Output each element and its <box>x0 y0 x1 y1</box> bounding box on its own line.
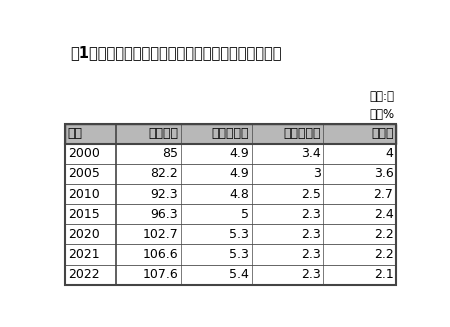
Text: 82.2: 82.2 <box>150 167 178 181</box>
Text: 4: 4 <box>386 147 393 160</box>
Text: 2.2: 2.2 <box>374 248 393 261</box>
Text: 2015: 2015 <box>68 208 99 221</box>
Text: 4.9: 4.9 <box>230 167 249 181</box>
Text: 4.8: 4.8 <box>230 188 249 200</box>
Text: 農林水産費: 農林水産費 <box>283 127 320 140</box>
Bar <box>65 265 396 285</box>
Bar <box>65 144 396 164</box>
Text: 2020: 2020 <box>68 228 99 241</box>
Text: 2005: 2005 <box>68 167 99 181</box>
Text: 85: 85 <box>162 147 178 160</box>
Text: 5.3: 5.3 <box>230 248 249 261</box>
Text: 2.3: 2.3 <box>301 228 320 241</box>
Text: 当初予算: 当初予算 <box>148 127 178 140</box>
Bar <box>65 124 396 144</box>
Text: 5.4: 5.4 <box>230 268 249 281</box>
Text: 2.3: 2.3 <box>301 248 320 261</box>
Text: 3.6: 3.6 <box>374 167 393 181</box>
Text: 2010: 2010 <box>68 188 99 200</box>
Text: 単位:兆: 単位:兆 <box>369 90 395 103</box>
Text: 102.7: 102.7 <box>142 228 178 241</box>
Text: 防衛関係費: 防衛関係費 <box>212 127 249 140</box>
Bar <box>65 245 396 265</box>
Bar <box>65 204 396 224</box>
Text: 同割合: 同割合 <box>371 127 393 140</box>
Bar <box>65 164 396 184</box>
Text: 2.5: 2.5 <box>301 188 320 200</box>
Text: 年度: 年度 <box>68 127 83 140</box>
Text: 2.7: 2.7 <box>374 188 393 200</box>
Text: 2.4: 2.4 <box>374 208 393 221</box>
Text: 2021: 2021 <box>68 248 99 261</box>
Bar <box>65 224 396 245</box>
Text: 表1　国の当初予算における防衛関係費と農林水産費: 表1 国の当初予算における防衛関係費と農林水産費 <box>70 45 282 60</box>
Text: 3.4: 3.4 <box>301 147 320 160</box>
Text: 2.3: 2.3 <box>301 268 320 281</box>
Text: 106.6: 106.6 <box>143 248 178 261</box>
Text: 2.1: 2.1 <box>374 268 393 281</box>
Text: 2.3: 2.3 <box>301 208 320 221</box>
Text: 2.2: 2.2 <box>374 228 393 241</box>
Text: 5: 5 <box>241 208 249 221</box>
Text: 92.3: 92.3 <box>150 188 178 200</box>
Text: 4.9: 4.9 <box>230 147 249 160</box>
Text: 円、%: 円、% <box>369 109 395 122</box>
Bar <box>65 124 396 285</box>
Text: 2022: 2022 <box>68 268 99 281</box>
Text: 2000: 2000 <box>68 147 99 160</box>
Bar <box>65 184 396 204</box>
Text: 3: 3 <box>313 167 320 181</box>
Text: 96.3: 96.3 <box>150 208 178 221</box>
Text: 5.3: 5.3 <box>230 228 249 241</box>
Text: 107.6: 107.6 <box>142 268 178 281</box>
